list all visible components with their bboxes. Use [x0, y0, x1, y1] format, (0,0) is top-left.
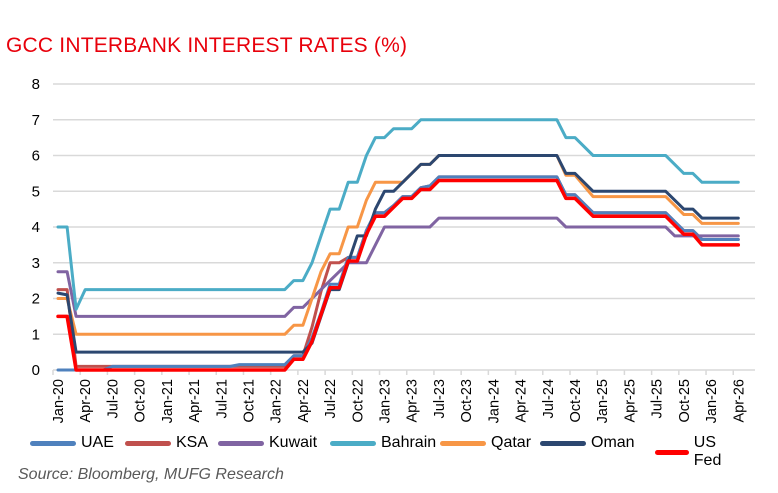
source-note: Source: Bloomberg, MUFG Research [18, 466, 284, 483]
legend-label: KSA [176, 434, 209, 451]
legend-item-kuwait: Kuwait [218, 434, 317, 452]
legend-label: US Fed [693, 434, 722, 469]
series-line-kuwait [56, 216, 740, 318]
legend-swatch [125, 440, 171, 446]
series-line-ksa [56, 175, 740, 368]
y-tick-label: 3 [32, 255, 40, 272]
x-tick-label: Oct-25 [677, 379, 693, 423]
y-tick-label: 1 [32, 326, 40, 343]
line-chart: 0 1 2 3 4 5 6 7 8 Jan-20 Apr-20 Jul-20 Oct-20 Jan-21 A… [32, 76, 755, 423]
x-tick-label: Apr-23 [405, 379, 421, 423]
y-tick-label: 4 [32, 219, 40, 236]
legend-label: Oman [591, 434, 635, 451]
x-tick-label: Jul-22 [323, 379, 339, 419]
x-tick-label: Jan-23 [378, 379, 394, 423]
x-tick-label: Jul-24 [541, 379, 557, 419]
legend-swatch [30, 440, 76, 446]
x-tick-label: Apr-25 [622, 379, 638, 423]
x-tick-label: Jan-25 [595, 379, 611, 423]
legend-label: Bahrain [381, 434, 437, 451]
x-tick-label: Apr-21 [187, 379, 203, 423]
legend-label: UAE [81, 434, 114, 451]
legend-label: Qatar [491, 434, 532, 451]
x-tick-label: Jan-21 [160, 379, 176, 423]
x-tick-label: Jan-22 [269, 379, 285, 423]
legend-item-oman: Oman [540, 434, 635, 452]
x-tick-label: Jan-20 [51, 379, 67, 423]
x-tick-label: Oct-20 [133, 379, 149, 423]
x-tick-label: Apr-24 [514, 379, 530, 423]
legend-swatch [218, 440, 264, 446]
legend-swatch [655, 449, 689, 455]
x-tick-label: Jul-21 [214, 379, 230, 419]
x-tick-label: Oct-23 [459, 379, 475, 423]
x-tick-label: Apr-26 [731, 379, 747, 423]
x-tick-label: Apr-22 [296, 379, 312, 423]
x-tick-label: Oct-24 [568, 379, 584, 423]
series-line-uae [56, 175, 740, 372]
x-tick-label: Oct-22 [350, 379, 366, 423]
y-tick-label: 8 [32, 76, 40, 93]
y-tick-label: 6 [32, 148, 40, 165]
chart-title: GCC INTERBANK INTEREST RATES (%) [6, 34, 408, 57]
series-line-us-fed [56, 178, 741, 372]
legend-swatch [440, 440, 486, 446]
series-line-oman [56, 154, 740, 354]
legend-item-ksa: KSA [125, 434, 208, 452]
legend-swatch [540, 440, 586, 446]
y-tick-label: 5 [32, 183, 40, 200]
series-line-qatar [56, 154, 740, 336]
x-tick-label: Apr-20 [78, 379, 94, 423]
x-tick-label: Jan-26 [704, 379, 720, 423]
x-tick-label: Jul-23 [432, 379, 448, 419]
legend-item-qatar: Qatar [440, 434, 531, 452]
y-tick-label: 0 [32, 362, 40, 379]
x-tick-label: Jan-24 [486, 379, 502, 423]
y-tick-label: 7 [32, 112, 40, 129]
legend-label: Kuwait [269, 434, 318, 451]
x-tick-label: Jul-20 [105, 379, 121, 419]
legend-item-uae: UAE [30, 434, 114, 452]
legend-item-bahrain: Bahrain [330, 434, 436, 452]
series-line-bahrain [56, 118, 740, 311]
x-tick-label: Jul-25 [650, 379, 666, 419]
legend-swatch [330, 440, 376, 446]
x-tick-label: Oct-21 [241, 379, 257, 423]
legend-item-us-fed: US Fed [655, 434, 734, 470]
y-tick-label: 2 [32, 291, 40, 308]
